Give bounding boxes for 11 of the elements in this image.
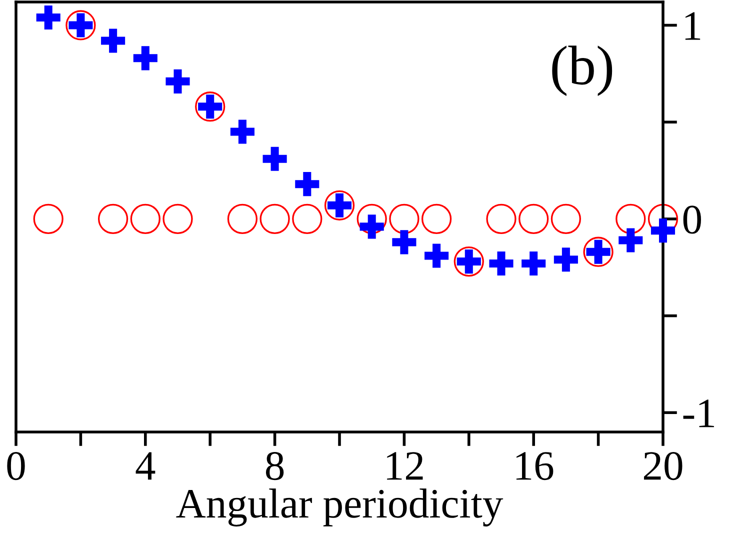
y-tick-label: -1: [683, 400, 714, 428]
x-tick-label: 8: [266, 452, 284, 480]
y-tick-label: 0: [683, 206, 701, 234]
x-tick-label: 20: [644, 452, 682, 480]
x-tick-label: 16: [516, 452, 554, 480]
x-tick-label: 4: [136, 452, 156, 480]
x-tick-label: 0: [7, 452, 25, 480]
x-tick-label: 12: [387, 452, 423, 480]
x-axis-title: Angular periodicity: [176, 488, 504, 526]
annotation: (b): [552, 46, 612, 96]
y-tick-label: 1: [685, 12, 700, 40]
